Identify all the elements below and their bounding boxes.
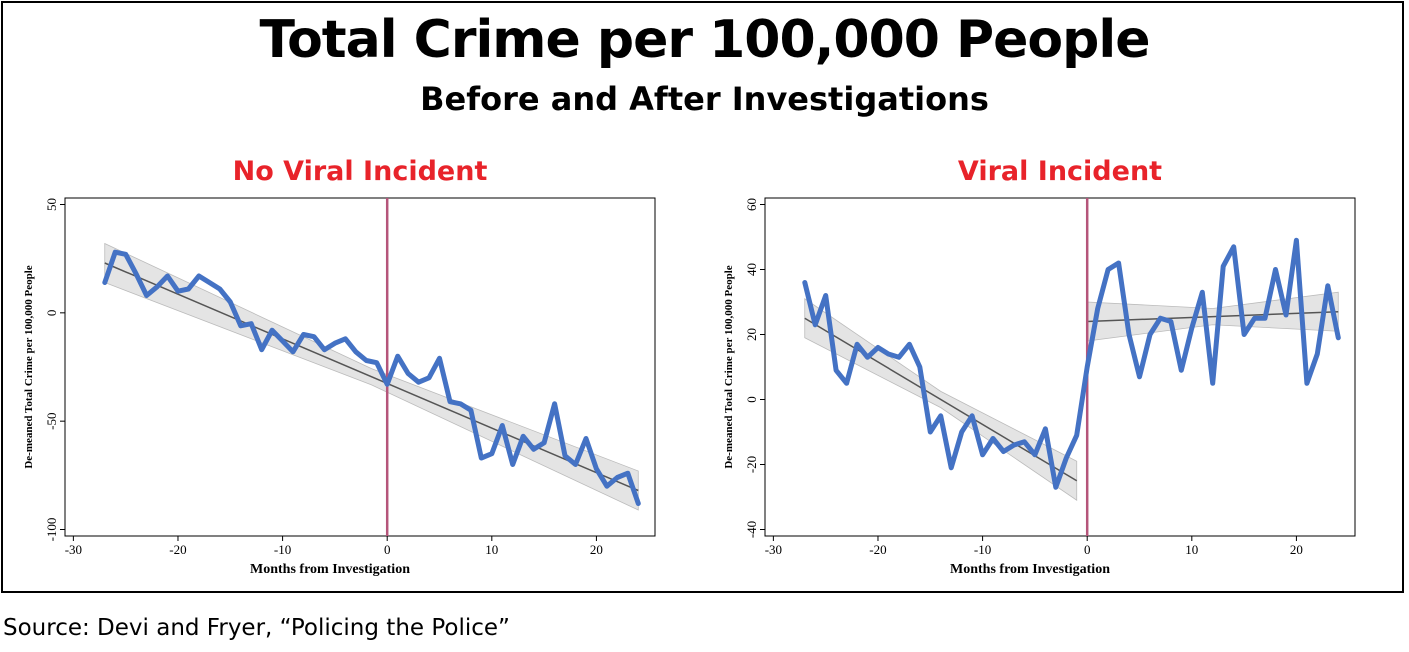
x-tick-label: 10 <box>1185 542 1198 557</box>
series-line <box>102 249 641 506</box>
figure-frame <box>1 1 1404 593</box>
y-tick-label: -40 <box>744 521 759 538</box>
x-tick-label: -10 <box>974 542 991 557</box>
y-tick-label: -20 <box>744 456 759 473</box>
series-line <box>802 237 1341 490</box>
chart-title: Total Crime per 100,000 People <box>259 10 1151 70</box>
plot-area <box>764 197 1356 537</box>
x-tick-label: 0 <box>384 542 391 557</box>
x-tick-label: -30 <box>65 542 82 557</box>
x-tick-label: 20 <box>590 542 603 557</box>
panel-title-no-viral: No Viral Incident <box>232 156 488 187</box>
y-tick-label: 50 <box>44 198 59 211</box>
chart-viral-incident: -30 -20 -10 0 10 20 -40 -20 0 20 40 60 Months from I… <box>723 197 1356 577</box>
y-tick-label: 0 <box>44 310 59 317</box>
x-tick-label: -20 <box>169 542 186 557</box>
fit-line <box>104 262 639 492</box>
x-tick-label: 20 <box>1290 542 1303 557</box>
plot-area <box>64 197 656 537</box>
x-tick-label: 0 <box>1084 542 1091 557</box>
x-axis-title: Months from Investigation <box>950 562 1110 577</box>
chart-subtitle: Before and After Investigations <box>420 80 989 118</box>
x-tick-label: -20 <box>869 542 886 557</box>
source-note: Source: Devi and Fryer, “Policing the Po… <box>3 615 510 641</box>
y-tick-label: -50 <box>44 412 59 429</box>
y-tick-label: 20 <box>744 328 759 341</box>
x-tick-label: -30 <box>765 542 782 557</box>
y-tick-label: 60 <box>744 198 759 211</box>
x-tick-label: -10 <box>274 542 291 557</box>
y-axis-title: De-meaned Total Crime per 100,000 People <box>723 265 735 468</box>
y-axis-title: De-meaned Total Crime per 100,000 People <box>23 265 35 468</box>
x-axis-title: Months from Investigation <box>250 562 410 577</box>
y-tick-label: -100 <box>44 518 59 542</box>
y-tick-label: 0 <box>744 396 759 403</box>
x-tick-label: 10 <box>485 542 498 557</box>
panel-title-viral: Viral Incident <box>957 156 1163 187</box>
y-tick-label: 40 <box>744 263 759 276</box>
